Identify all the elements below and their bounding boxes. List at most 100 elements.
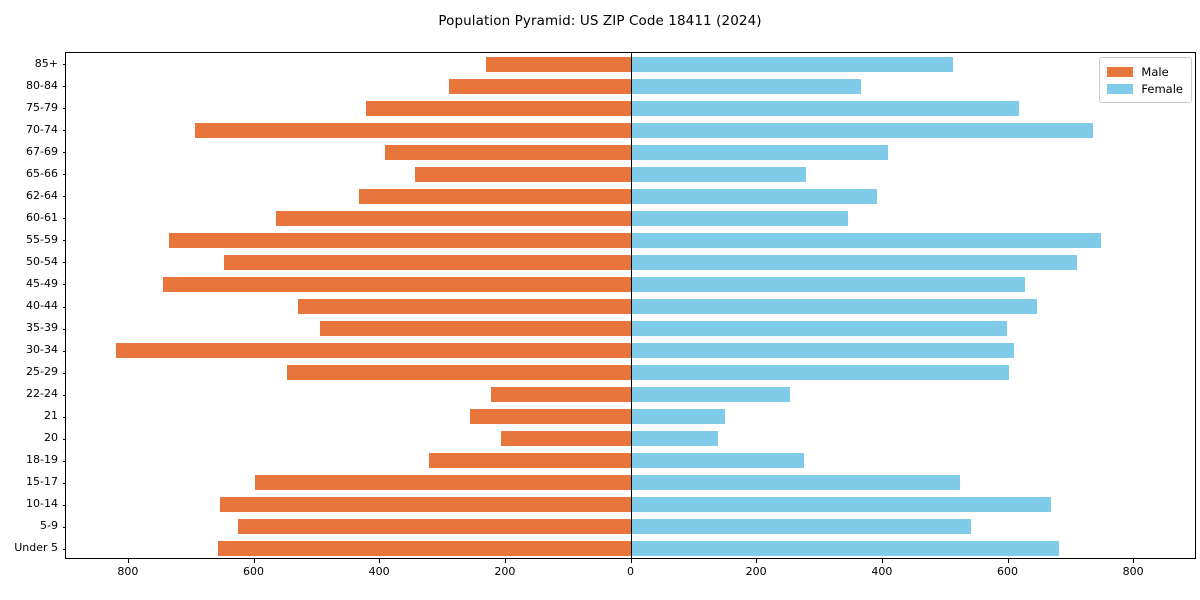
bar-female — [631, 299, 1038, 314]
y-axis-tick-mark — [62, 196, 66, 198]
y-axis-tick-mark — [62, 86, 66, 88]
bar-female — [631, 497, 1052, 513]
y-axis-tick-label: 45-49 — [26, 276, 58, 290]
y-axis-tick-label: 5-9 — [40, 519, 58, 533]
bar-male — [470, 409, 632, 425]
x-axis-tick-mark — [756, 559, 758, 563]
bar-male — [169, 232, 632, 248]
legend-label: Female — [1141, 81, 1183, 96]
y-axis-tick-label: 50-54 — [26, 254, 58, 268]
y-axis-tick-mark — [62, 240, 66, 242]
y-axis-tick-mark — [62, 306, 66, 308]
page-title: Population Pyramid: US ZIP Code 18411 (2… — [438, 13, 762, 29]
bar-female — [631, 100, 1020, 116]
y-axis-tick-mark — [62, 218, 66, 220]
y-axis-tick-label: 62-64 — [26, 188, 58, 202]
bar-male — [448, 78, 632, 94]
bar-female — [631, 254, 1077, 270]
x-axis-tick-mark — [1007, 559, 1009, 563]
y-axis-tick-label: 80-84 — [26, 78, 58, 92]
y-axis-tick-label: 35-39 — [26, 321, 58, 335]
y-axis-tick-mark — [62, 394, 66, 396]
bar-male — [116, 343, 632, 359]
bar-male — [428, 453, 632, 469]
bar-male — [486, 56, 632, 72]
y-axis-tick-mark — [62, 504, 66, 506]
y-axis-tick-mark — [62, 526, 66, 528]
bar-male — [287, 365, 632, 381]
x-axis-tick-label: 200 — [745, 565, 767, 578]
bar-male — [195, 122, 632, 138]
legend-swatch-icon — [1107, 83, 1134, 94]
x-axis-tick-label: 0 — [627, 565, 634, 578]
chart-legend: Male Female — [1099, 57, 1192, 103]
x-axis-tick-label: 400 — [871, 565, 893, 578]
bar-female — [631, 409, 726, 425]
bar-female — [631, 475, 961, 491]
y-axis-tick-label: 25-29 — [26, 365, 58, 379]
y-axis-tick-mark — [62, 482, 66, 484]
bar-male — [224, 254, 632, 270]
bar-female — [631, 365, 1009, 381]
y-axis-labels: 85+ 80-84 75-79 70-74 67-69 65-66 62-64 60-61 55… — [0, 52, 58, 559]
bar-male — [385, 144, 632, 160]
zero-axis-line — [630, 53, 633, 558]
bar-female — [631, 122, 1093, 138]
bar-male — [254, 475, 632, 491]
bar-male — [500, 431, 632, 447]
y-axis-tick-label: 85+ — [34, 56, 58, 70]
x-axis-tick-mark — [253, 559, 255, 563]
y-axis-tick-mark — [62, 328, 66, 330]
x-axis-tick-mark — [127, 559, 129, 563]
bar-male — [365, 100, 632, 116]
bar-female — [631, 166, 806, 182]
y-axis-tick-label: 65-66 — [26, 166, 58, 180]
y-axis-tick-mark — [62, 416, 66, 418]
y-axis-tick-mark — [62, 438, 66, 440]
legend-item: Male — [1107, 63, 1183, 80]
x-axis-tick-label: 600 — [997, 565, 1018, 578]
y-axis-tick-mark — [62, 64, 66, 66]
bar-female — [631, 321, 1008, 337]
bar-male — [297, 299, 632, 314]
y-axis-tick-label: 75-79 — [26, 100, 58, 114]
bar-female — [631, 56, 953, 72]
bar-male — [238, 519, 632, 535]
bar-female — [631, 519, 971, 535]
bar-female — [631, 541, 1059, 557]
x-axis-tick-label: 600 — [243, 565, 264, 578]
y-axis-tick-mark — [62, 460, 66, 462]
y-axis-tick-label: 55-59 — [26, 232, 58, 246]
bar-male — [319, 321, 632, 337]
y-axis-tick-mark — [62, 262, 66, 264]
bar-female — [631, 343, 1015, 359]
y-axis-tick-mark — [62, 130, 66, 132]
bar-female — [631, 276, 1025, 292]
legend-item: Female — [1107, 80, 1183, 97]
y-axis-tick-label: 15-17 — [26, 475, 58, 489]
bar-male — [219, 497, 632, 513]
bar-female — [631, 144, 889, 160]
y-axis-tick-mark — [62, 548, 66, 550]
bar-female — [631, 453, 804, 469]
bar-female — [631, 188, 878, 204]
bar-female — [631, 232, 1102, 248]
y-axis-tick-label: 10-14 — [26, 497, 58, 511]
x-axis-tick-mark — [630, 559, 632, 563]
y-axis-tick-label: 67-69 — [26, 144, 58, 158]
bar-female — [631, 431, 719, 447]
bars-layer — [66, 53, 1195, 558]
legend-label: Male — [1141, 64, 1169, 79]
bar-male — [414, 166, 632, 182]
x-axis-tick-mark — [881, 559, 883, 563]
x-axis-tick-label: 400 — [368, 565, 390, 578]
y-axis-tick-mark — [62, 284, 66, 286]
y-axis-tick-mark — [62, 152, 66, 154]
bar-male — [275, 210, 632, 226]
y-axis-tick-mark — [62, 350, 66, 352]
legend-swatch-icon — [1107, 66, 1134, 77]
bar-male — [163, 276, 632, 292]
y-axis-tick-label: 70-74 — [26, 122, 58, 136]
bar-female — [631, 210, 849, 226]
x-axis-tick-mark — [379, 559, 381, 563]
